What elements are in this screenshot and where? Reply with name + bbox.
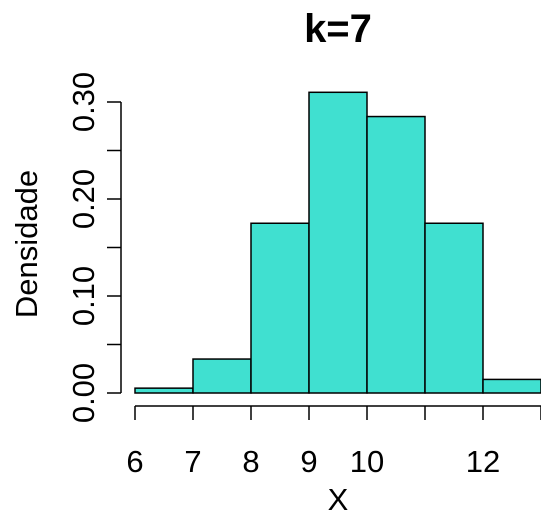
x-axis-title: X: [328, 482, 349, 517]
y-tick-label-0.10: 0.10: [66, 266, 101, 326]
histogram-bar-2: [192, 358, 252, 394]
y-tick-label-0.20: 0.20: [66, 169, 101, 229]
x-tick-label-6: 6: [126, 444, 143, 479]
bars-group: [134, 91, 541, 394]
chart-title: k=7: [304, 7, 372, 51]
x-tick-label-7: 7: [184, 444, 201, 479]
histogram-bar-4: [308, 91, 368, 394]
histogram-bar-7: [482, 378, 541, 394]
y-tick-label-0.00: 0.00: [66, 363, 101, 423]
y-tick-label-0.30: 0.30: [66, 72, 101, 132]
histogram-bar-5: [366, 115, 426, 394]
x-tick-label-10: 10: [350, 444, 384, 479]
histogram-bar-6: [424, 222, 484, 394]
x-tick-label-9: 9: [300, 444, 317, 479]
x-axis: 6 7 8 9 10 12: [126, 405, 541, 479]
y-axis: 0.00 0.10 0.20 0.30: [66, 72, 122, 423]
y-axis-title: Densidade: [9, 170, 44, 318]
histogram-bar-1: [134, 387, 194, 394]
x-tick-label-12: 12: [466, 444, 500, 479]
histogram-bar-3: [250, 222, 310, 394]
x-tick-label-8: 8: [242, 444, 259, 479]
